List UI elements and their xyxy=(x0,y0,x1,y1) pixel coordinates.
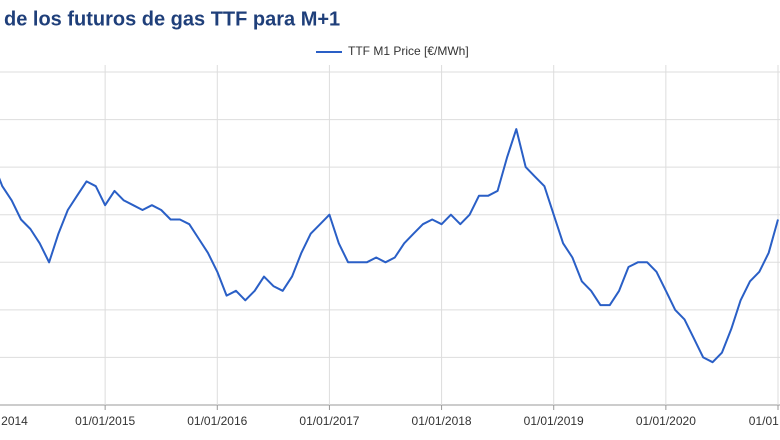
x-tick-label: 01/01/2015 xyxy=(75,414,135,428)
chart-title: de los futuros de gas TTF para M+1 xyxy=(4,8,340,30)
x-tick-label: 01/01/2020 xyxy=(636,414,696,428)
x-tick-label: 01/01/2016 xyxy=(187,414,247,428)
x-tick-label: 2014 xyxy=(1,414,28,428)
x-tick-label: 01/01/2018 xyxy=(412,414,472,428)
legend-label: TTF M1 Price [€/MWh] xyxy=(348,44,469,58)
x-tick-label: 01/01/2017 xyxy=(299,414,359,428)
data-line xyxy=(0,128,779,364)
x-tick-label: 01/01/2019 xyxy=(524,414,584,428)
x-tick-label: 01/01 xyxy=(749,414,779,428)
